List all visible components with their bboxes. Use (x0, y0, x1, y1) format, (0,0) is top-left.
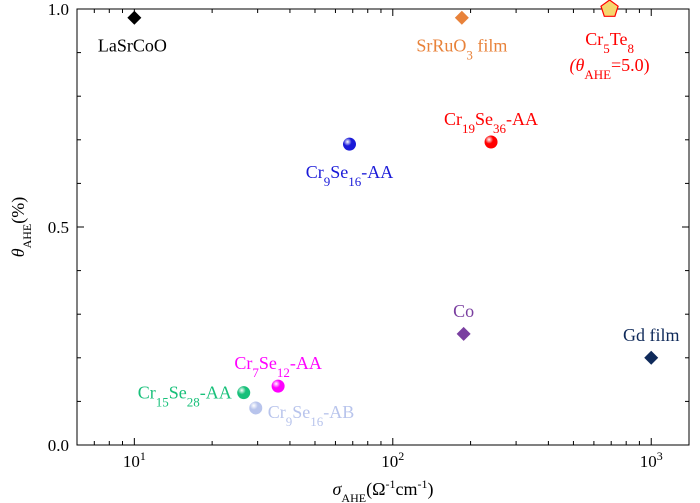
point-cr9se16-aa (342, 137, 356, 151)
point-cr5te8 (600, 0, 619, 17)
label-gd-film: Gd film (623, 325, 680, 345)
label-cr19se36-aa: Cr19Se36-AA (444, 109, 538, 136)
x-tick-label: 103 (640, 449, 663, 471)
label-co: Co (453, 301, 474, 321)
point-lasrcoo (127, 10, 142, 25)
label-cr5te8-value: (θAHE=5.0) (569, 55, 649, 82)
point-srruo3-film (454, 10, 469, 25)
label-cr5te8: Cr5Te8 (585, 29, 634, 56)
label-lasrcoo: LaSrCoO (98, 36, 167, 56)
label-cr9se16-ab: Cr9Se16-AB (268, 402, 355, 429)
x-axis-title: σAHE(Ω-1cm-1) (333, 477, 434, 503)
label-cr7se12-aa: Cr7Se12-AA (234, 353, 322, 380)
y-tick-label: 0.0 (48, 436, 69, 455)
x-tick-label: 102 (381, 449, 404, 471)
label-cr15se28-aa: Cr15Se28-AA (138, 383, 232, 410)
label-srruo3-film: SrRuO3 film (416, 36, 507, 63)
point-cr7se12-aa (271, 379, 285, 393)
y-axis-title: θAHE(%) (8, 197, 34, 258)
point-gd-film (644, 350, 659, 365)
y-tick-label: 0.5 (48, 218, 69, 237)
x-tick-label: 101 (123, 449, 146, 471)
y-tick-label: 1.0 (48, 0, 69, 19)
point-cr15se28-aa (237, 386, 251, 400)
point-co (456, 326, 471, 341)
point-cr19se36-aa (484, 135, 498, 149)
label-cr9se16-aa: Cr9Se16-AA (306, 162, 394, 189)
point-cr9se16-ab (249, 401, 263, 415)
